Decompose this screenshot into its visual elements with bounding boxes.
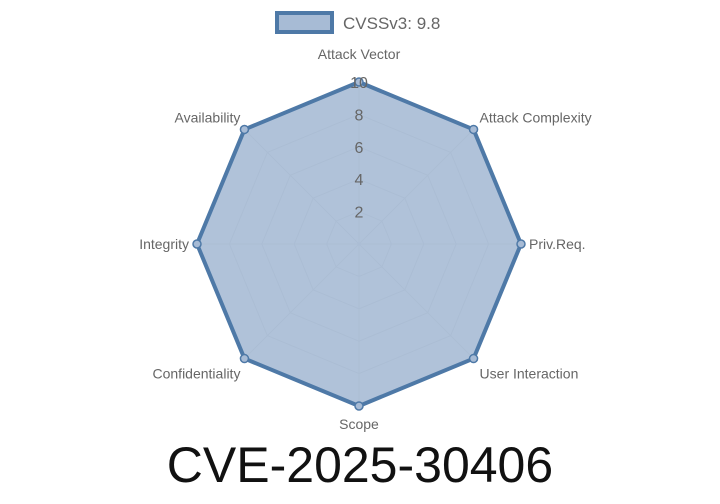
tick-label: 6 [355, 140, 364, 157]
axis-label: Availability [175, 109, 241, 125]
axis-label: Integrity [139, 236, 189, 252]
data-point [239, 124, 250, 135]
data-point [468, 124, 479, 135]
tick-label: 4 [355, 172, 364, 189]
axis-label: User Interaction [480, 366, 579, 382]
chart-title: CVE-2025-30406 [166, 437, 554, 493]
legend-swatch [275, 11, 334, 34]
data-point [516, 239, 526, 249]
data-point [239, 353, 250, 364]
tick-label: 2 [355, 205, 364, 222]
tick-label: 10 [350, 75, 368, 92]
data-point [354, 77, 364, 87]
tick-label: 8 [355, 107, 364, 124]
axis-label: Scope [339, 416, 379, 432]
axis-label: Attack Complexity [480, 109, 592, 125]
data-point [192, 239, 202, 249]
axis-label: Priv.Req. [529, 236, 586, 252]
axis-label: Confidentiality [153, 366, 241, 382]
axis-label: Attack Vector [318, 46, 401, 62]
data-point [354, 401, 364, 411]
legend-label: CVSSv3: 9.8 [343, 14, 440, 33]
legend: CVSSv3: 9.8 [275, 11, 440, 34]
data-point [468, 353, 479, 364]
